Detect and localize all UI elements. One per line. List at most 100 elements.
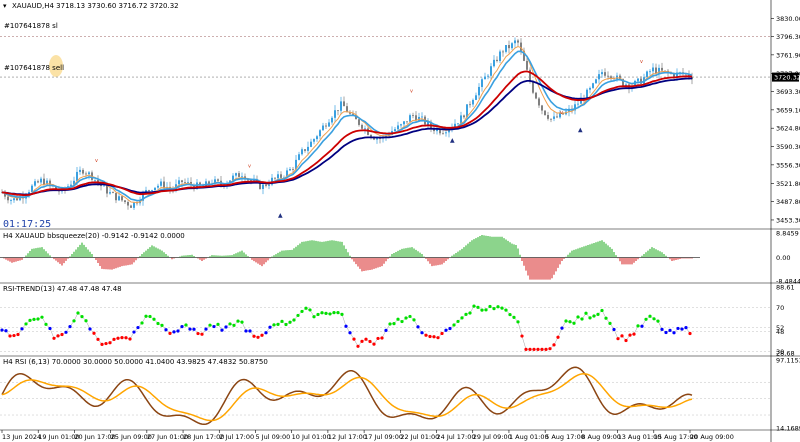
candle-body [652, 67, 654, 72]
rsi-trend-dot [440, 331, 444, 336]
candle-body [157, 185, 159, 188]
candle-body [445, 132, 447, 134]
rsi-trend-dot [96, 337, 100, 341]
time-axis-label: 2 Jul 17:00 [219, 433, 254, 441]
rsi-trend-dot [216, 322, 220, 326]
rsi-trend-dot [140, 321, 144, 325]
candle-body [499, 51, 501, 61]
candle-body [118, 196, 120, 201]
rsi-trend-dot [112, 337, 116, 341]
rsi-trend-dot [480, 308, 484, 312]
time-axis-label: 22 Jul 01:00 [400, 433, 439, 441]
rsi-trend-dot [16, 332, 20, 337]
rsi-trend-dot [308, 308, 312, 312]
rsi-trend-dot [348, 331, 352, 335]
candle-body [478, 86, 480, 96]
rsi-trend-dot [596, 312, 600, 317]
candle-body [475, 95, 477, 100]
time-axis-label: 17 Jul 09:00 [364, 433, 403, 441]
time-axis-label: 25 Jun 09:00 [111, 433, 152, 441]
ma-orange-line [1, 45, 693, 204]
sell-arrow-marker: v [640, 59, 643, 65]
rsi-trend-dot [212, 324, 216, 329]
rsi-trend-dot [324, 311, 328, 315]
rsi-trend-dot [164, 328, 168, 332]
rsi-trend-dot [68, 324, 72, 329]
candle-body [460, 115, 462, 124]
rsi-trend-dot [272, 323, 276, 327]
candle-body [148, 190, 150, 191]
candle-body [10, 200, 12, 201]
rsi-trend-dot [680, 327, 684, 331]
candle-body [88, 172, 90, 175]
rsi-trend-dot [340, 312, 344, 317]
candle-body [604, 72, 606, 76]
rsi-trend-dot [408, 314, 412, 319]
candle-body [49, 180, 51, 185]
price-axis-label: 3521.80 [776, 180, 800, 188]
candle-body [76, 171, 78, 181]
rsi-trend-dot [24, 322, 28, 326]
candle-body [229, 180, 231, 183]
price-axis-label: 3659.10 [776, 106, 800, 114]
candle-body [637, 78, 639, 81]
rsi-trend-dot [544, 347, 548, 351]
candle-body [151, 190, 153, 191]
rsi-trend-dot [184, 323, 188, 327]
candle-body [397, 125, 399, 130]
candle-body [292, 168, 294, 170]
candle-body [439, 128, 441, 134]
rsi-trend-dot [684, 325, 688, 330]
candle-body [469, 104, 471, 106]
bbsqueeze-panel [0, 234, 700, 280]
candle-body [298, 154, 300, 160]
candle-body [343, 101, 345, 107]
rsi-trend-dot [328, 312, 332, 316]
rsi-trend-dot [560, 326, 564, 330]
ma-navy-line [1, 77, 692, 196]
candle-body [208, 181, 210, 185]
sell-arrow-marker: v [410, 89, 413, 95]
rsi-trend-dot [372, 342, 376, 346]
candle-body [463, 115, 465, 118]
candle-body [262, 184, 264, 189]
candle-body [349, 112, 351, 114]
order-label-sl[interactable]: #107641878 sl [4, 22, 58, 30]
chart-title-arrow[interactable]: ▾ [3, 2, 7, 10]
candle-body [553, 116, 555, 119]
rsi-trend-dot [360, 339, 364, 343]
candle-body [352, 113, 354, 115]
rsi-trend-dot [592, 314, 596, 318]
candle-body [379, 138, 381, 139]
candle-body [250, 179, 252, 181]
candle-body [646, 71, 648, 78]
time-axis-label: 12 Jul 17:00 [328, 433, 367, 441]
rsi-trend-dot [688, 331, 692, 336]
candle-body [619, 75, 621, 80]
rsi-trend-dot [452, 323, 456, 327]
rsi-trend-dot [12, 333, 16, 338]
candle-body [541, 105, 543, 111]
order-label-sell[interactable]: #107641878 sell [4, 64, 64, 72]
candle-body [640, 78, 642, 84]
candle-body [265, 184, 267, 186]
rsi-trend-dot [220, 328, 224, 332]
rsi-trend-dot [588, 316, 592, 320]
rsi-trend-dot [40, 315, 44, 319]
rsi-trend-dot [432, 335, 436, 339]
rsi-trend-dot [604, 316, 608, 320]
candle-body [187, 181, 189, 183]
rsi-trend-dot [108, 341, 112, 345]
rsi-trend-dot [320, 311, 324, 315]
price-axis-label: 3693.30 [776, 88, 800, 96]
rsi-trend-dot [636, 324, 640, 328]
rsi-trend-dot [248, 329, 252, 333]
candle-body [493, 59, 495, 67]
rsi-trend-dot [660, 327, 664, 331]
candle-body [496, 59, 498, 61]
rsi-trend-dot [120, 335, 124, 340]
rsi-trend-dot [664, 330, 668, 335]
candle-body [448, 128, 450, 133]
rsi-trend-axis-label: 30 [776, 348, 784, 356]
rsi-axis-label: 14.1689 [776, 425, 800, 433]
